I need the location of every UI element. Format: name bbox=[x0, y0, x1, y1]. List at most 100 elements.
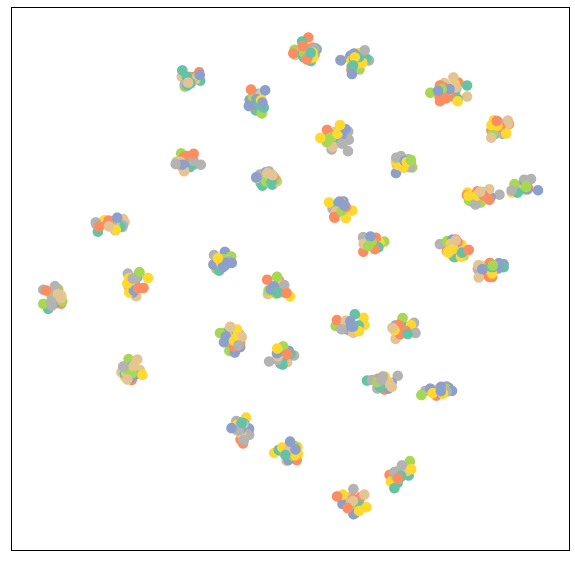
scatter-point bbox=[220, 331, 232, 342]
scatter-point bbox=[188, 148, 199, 160]
scatter-point bbox=[40, 285, 52, 296]
scatter-point bbox=[432, 85, 444, 97]
scatter-point bbox=[132, 282, 144, 294]
scatter-point bbox=[122, 374, 133, 385]
scatter-point bbox=[346, 68, 358, 80]
scatter-point bbox=[342, 145, 354, 157]
scatter-point bbox=[226, 422, 237, 434]
scatter-point bbox=[128, 360, 139, 372]
scatter-point bbox=[359, 45, 371, 56]
scatter-point bbox=[261, 274, 273, 286]
scatter-point bbox=[386, 381, 398, 393]
scatter-point bbox=[389, 483, 400, 494]
scatter-point bbox=[262, 167, 273, 179]
scatter-point bbox=[226, 257, 238, 269]
scatter-point bbox=[390, 167, 402, 179]
scatter-point bbox=[402, 328, 414, 340]
scatter-point bbox=[474, 186, 486, 197]
scatter-point bbox=[452, 95, 463, 107]
scatter-point bbox=[506, 185, 517, 196]
scatter-point bbox=[501, 128, 512, 139]
scatter-point bbox=[470, 199, 481, 210]
scatter-point bbox=[281, 287, 292, 299]
scatter-point bbox=[46, 300, 57, 312]
scatter-point bbox=[440, 93, 452, 104]
scatter-point bbox=[238, 435, 250, 446]
scatter-point bbox=[305, 47, 317, 59]
scatter-point bbox=[361, 502, 372, 513]
scatter-point bbox=[224, 321, 236, 333]
scatter-point bbox=[444, 83, 455, 95]
scatter-point bbox=[391, 152, 402, 163]
scatter-point bbox=[532, 185, 544, 196]
scatter-point bbox=[236, 417, 248, 429]
scatter-point bbox=[233, 340, 244, 351]
scatter-point bbox=[461, 91, 473, 102]
scatter-point bbox=[134, 266, 145, 278]
scatter-point bbox=[416, 389, 427, 401]
scatter-point bbox=[217, 262, 229, 273]
scatter-point bbox=[271, 271, 283, 283]
scatter-point bbox=[377, 371, 389, 382]
scatter-point bbox=[392, 473, 404, 484]
scatter-point bbox=[435, 385, 447, 397]
scatter-point bbox=[406, 463, 417, 475]
scatter-point bbox=[103, 221, 115, 232]
scatter-point bbox=[323, 197, 335, 208]
scatter-point bbox=[346, 321, 358, 333]
scatter-point bbox=[137, 369, 148, 381]
scatter-point bbox=[290, 444, 301, 455]
scatter-point bbox=[38, 298, 49, 310]
scatter-point bbox=[404, 455, 416, 467]
scatter-point bbox=[486, 132, 497, 143]
scatter-point bbox=[182, 77, 194, 88]
scatter-point bbox=[263, 356, 275, 367]
scatter-point bbox=[363, 240, 374, 252]
scatter-point bbox=[331, 491, 343, 502]
scatter-point bbox=[450, 235, 461, 246]
scatter-point bbox=[448, 72, 459, 83]
scatter-point bbox=[212, 252, 224, 264]
scatter-point bbox=[427, 387, 439, 399]
scatter-point bbox=[250, 172, 262, 183]
scatter-point bbox=[396, 460, 408, 471]
scatter-point bbox=[359, 489, 370, 500]
scatter-point bbox=[349, 52, 361, 63]
scatter-point bbox=[387, 322, 398, 334]
scatter-point bbox=[257, 97, 268, 108]
scatter-point bbox=[315, 132, 326, 144]
scatter-point bbox=[342, 502, 353, 514]
scatter-point bbox=[392, 370, 404, 382]
scatter-point bbox=[339, 200, 350, 211]
scatter-point bbox=[328, 211, 340, 223]
scatter-point bbox=[491, 115, 503, 127]
scatter-point bbox=[331, 314, 343, 326]
scatter-point bbox=[334, 119, 346, 131]
scatter-point bbox=[502, 118, 514, 130]
scatter-point bbox=[142, 272, 154, 284]
scatter-point bbox=[494, 189, 505, 200]
scatter-point bbox=[487, 260, 499, 271]
scatter-point bbox=[94, 221, 105, 232]
scatter-point bbox=[405, 154, 417, 166]
scatter-point bbox=[118, 361, 129, 372]
scatter-point bbox=[442, 246, 454, 258]
scatter-point bbox=[347, 60, 359, 71]
scatter-point bbox=[520, 181, 532, 193]
scatter-point bbox=[297, 40, 309, 52]
scatter-point bbox=[259, 85, 271, 96]
scatter-point bbox=[52, 288, 64, 300]
scatter-point bbox=[463, 190, 474, 201]
scatter-point bbox=[111, 212, 123, 223]
scatter-point bbox=[332, 128, 343, 140]
scatter-point bbox=[335, 55, 347, 66]
scatter-point bbox=[336, 324, 347, 335]
scatter-point bbox=[358, 312, 369, 324]
scatter-point bbox=[284, 436, 296, 447]
scatter-point bbox=[127, 273, 138, 284]
scatter-point bbox=[271, 343, 283, 354]
scatter-point bbox=[280, 449, 291, 461]
scatter-point bbox=[463, 244, 475, 256]
scatter-point bbox=[365, 231, 376, 242]
